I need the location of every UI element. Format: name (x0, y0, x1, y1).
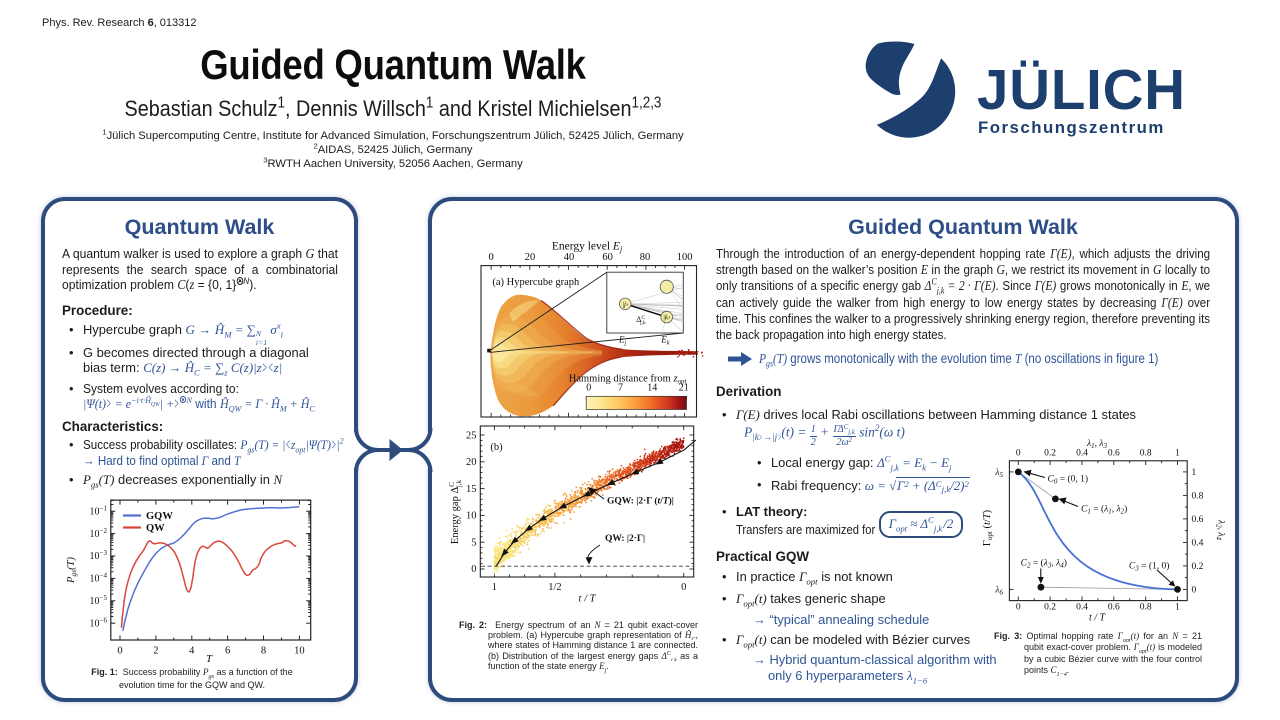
svg-text:C1 = (λ1, λ2): C1 = (λ1, λ2) (1081, 504, 1127, 516)
svg-text:0.2: 0.2 (1044, 448, 1056, 458)
svg-text:2: 2 (153, 646, 158, 657)
svg-text:C2 = (λ3, λ4): C2 = (λ3, λ4) (1021, 558, 1067, 570)
svg-text:1: 1 (1175, 448, 1180, 458)
svg-text:0: 0 (471, 564, 476, 575)
svg-text:λ2, λ4: λ2, λ4 (1215, 519, 1226, 541)
svg-text:0.4: 0.4 (1076, 603, 1088, 613)
svg-text:6: 6 (225, 646, 230, 657)
svg-text:1: 1 (1175, 603, 1180, 613)
svg-text:Energy gap ΔCj,k: Energy gap ΔCj,k (448, 479, 463, 544)
svg-text:8: 8 (261, 646, 266, 657)
svg-text:1/2: 1/2 (548, 582, 561, 593)
svg-text:λ1, λ3: λ1, λ3 (1086, 439, 1108, 450)
svg-text:0.4: 0.4 (1076, 448, 1088, 458)
svg-text:t / T: t / T (579, 594, 597, 605)
svg-text:λ5: λ5 (994, 468, 1003, 479)
svg-text:14: 14 (647, 383, 657, 394)
svg-text:21: 21 (679, 383, 689, 394)
svg-text:0: 0 (117, 646, 122, 657)
svg-text:80: 80 (640, 252, 651, 263)
svg-text:7: 7 (618, 383, 623, 394)
svg-text:λ6: λ6 (994, 586, 1003, 597)
svg-text:t / T: t / T (1089, 613, 1107, 624)
svg-text:0.4: 0.4 (1192, 539, 1204, 549)
svg-text:Hamming distance from zopt: Hamming distance from zopt (569, 374, 687, 386)
svg-text:JÜLICH: JÜLICH (977, 58, 1186, 121)
svg-text:(a) Hypercube graph: (a) Hypercube graph (492, 277, 580, 288)
svg-text:|k›: |k› (663, 314, 670, 322)
svg-text:0: 0 (1016, 603, 1021, 613)
svg-text:0: 0 (488, 252, 493, 263)
svg-text:0: 0 (1192, 586, 1197, 596)
svg-text:1: 1 (492, 582, 497, 593)
svg-text:|j›: |j› (622, 301, 628, 309)
svg-text:10: 10 (294, 646, 305, 657)
svg-text:(b): (b) (490, 442, 503, 453)
svg-text:60: 60 (602, 252, 613, 263)
svg-text:ΔCj,k: ΔC j,k (636, 315, 646, 326)
svg-text:Γopt (t/T): Γopt (t/T) (982, 509, 994, 546)
svg-text:25: 25 (466, 430, 477, 441)
svg-text:0.8: 0.8 (1140, 603, 1152, 613)
svg-text:0: 0 (1016, 448, 1021, 458)
svg-text:Forschungszentrum: Forschungszentrum (978, 118, 1165, 137)
svg-text:T: T (206, 653, 213, 665)
svg-text:5: 5 (471, 537, 476, 548)
svg-text:40: 40 (564, 252, 575, 263)
svg-text:C0 = (0, 1): C0 = (0, 1) (1048, 474, 1089, 486)
svg-text:GQW: |2·Γ (t/T)|: GQW: |2·Γ (t/T)| (607, 496, 674, 507)
svg-text:QW: |2·Γ|: QW: |2·Γ| (605, 534, 645, 544)
svg-text:0.8: 0.8 (1192, 492, 1204, 502)
svg-text:0.2: 0.2 (1044, 603, 1056, 613)
svg-text:0.6: 0.6 (1108, 448, 1120, 458)
svg-text:Ek: Ek (660, 335, 670, 347)
svg-text:0: 0 (586, 383, 591, 394)
svg-text:0.6: 0.6 (1192, 515, 1204, 525)
svg-text:0.2: 0.2 (1192, 562, 1204, 572)
svg-text:Ej: Ej (618, 335, 627, 347)
svg-text:20: 20 (466, 457, 477, 468)
svg-text:Energy level Ej: Energy level Ej (552, 241, 623, 254)
svg-text:0.6: 0.6 (1108, 603, 1120, 613)
svg-text:GQW: GQW (146, 511, 173, 522)
svg-text:Pgs(T): Pgs(T) (66, 557, 78, 584)
svg-text:QW: QW (146, 523, 165, 534)
svg-text:4: 4 (189, 646, 195, 657)
svg-text:0: 0 (681, 582, 686, 593)
svg-text:20: 20 (525, 252, 536, 263)
svg-text:10: 10 (466, 511, 477, 522)
svg-text:C3 = (1, 0): C3 = (1, 0) (1129, 561, 1170, 573)
svg-text:0.8: 0.8 (1140, 448, 1152, 458)
svg-text:1: 1 (1192, 468, 1197, 478)
svg-text:100: 100 (677, 252, 693, 263)
svg-text:15: 15 (466, 484, 477, 495)
